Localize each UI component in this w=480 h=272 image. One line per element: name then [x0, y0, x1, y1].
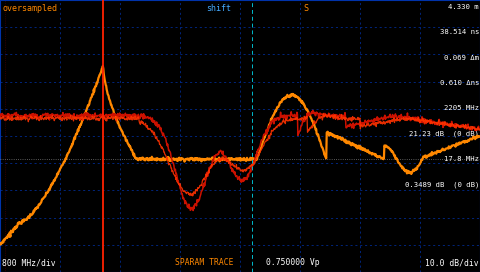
Text: 10.0 dB/div: 10.0 dB/div	[425, 258, 479, 267]
Text: 0.069 Δm: 0.069 Δm	[444, 55, 479, 61]
Text: 4.330 m: 4.330 m	[448, 4, 479, 10]
Text: S: S	[304, 4, 309, 13]
Text: 17.8 MHz: 17.8 MHz	[444, 156, 479, 162]
Text: shift: shift	[206, 4, 231, 13]
Text: 2205 MHz: 2205 MHz	[444, 105, 479, 111]
Text: 0.750000 Vp: 0.750000 Vp	[266, 258, 320, 267]
Text: 0.610 Δns: 0.610 Δns	[440, 80, 479, 86]
Text: 0.3489 dB  (0 dB): 0.3489 dB (0 dB)	[405, 181, 479, 188]
Text: 38.514 ns: 38.514 ns	[440, 29, 479, 35]
Text: SPARAM TRACE: SPARAM TRACE	[175, 258, 234, 267]
Text: oversampled: oversampled	[2, 4, 58, 13]
Text: 21.23 dB  (0 dB): 21.23 dB (0 dB)	[409, 131, 479, 137]
Text: 800 MHz/div: 800 MHz/div	[2, 258, 56, 267]
